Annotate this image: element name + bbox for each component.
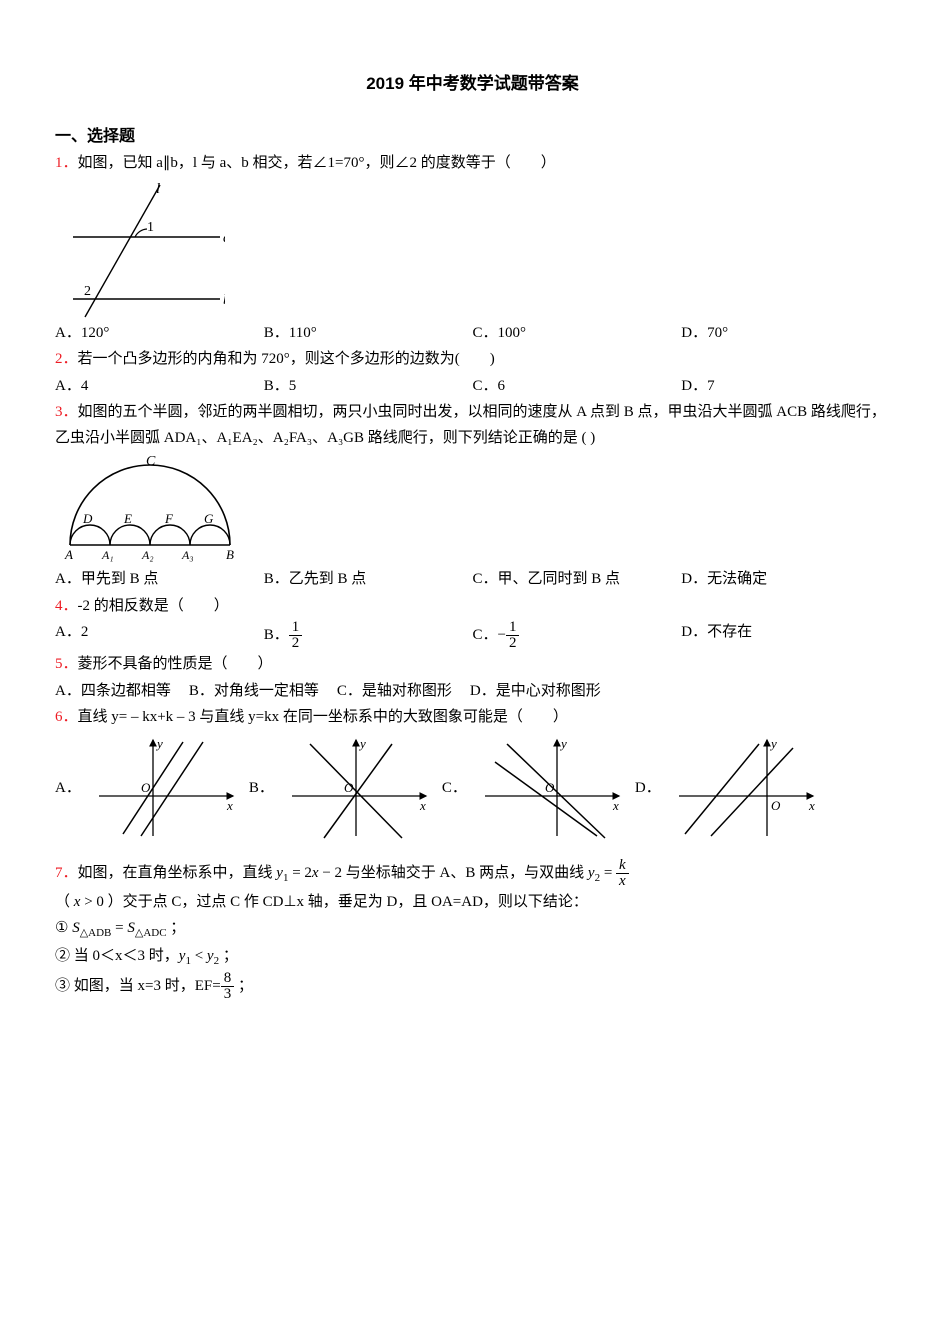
q3-number: 3． [55,404,78,420]
q4-opt-a: A．2 [55,620,264,651]
q6-number: 6． [55,709,78,725]
q6-options: A． y x O B． y x O C． y x O [55,734,890,844]
q3-text: 如图的五个半圆，邻近的两半圆相切，两只小虫同时出发，以相同的速度从 A 点到 B… [55,404,886,446]
svg-text:x: x [808,798,815,813]
q6-opt-a-label: A． [55,776,83,802]
q3-opt-d: D．无法确定 [681,567,890,593]
q5-options: A．四条边都相等 B．对角线一定相等 C．是轴对称图形 D．是中心对称图形 [55,679,890,705]
label-A: A [64,547,73,562]
circled-1: ① [55,920,68,936]
label-l: l [156,181,160,197]
label-D: D [82,511,93,526]
q5-opt-c: C．是轴对称图形 [337,679,452,705]
label-angle-1: 1 [147,220,154,235]
label-G: G [204,511,214,526]
svg-text:x: x [419,798,426,813]
q1-opt-c: C．100° [473,321,682,347]
q1-number: 1． [55,155,78,171]
label-F: F [164,511,174,526]
q1-figure: l a b 1 2 [55,179,890,319]
q1-stem: 1．如图，已知 a∥b，l 与 a、b 相交，若∠1=70°，则∠2 的度数等于… [55,151,890,177]
q4-opt-c: C．−12 [473,620,682,651]
q3-opt-a: A．甲先到 B 点 [55,567,264,593]
q2-opt-a: A．4 [55,374,264,400]
q5-opt-b: B．对角线一定相等 [189,679,319,705]
q1-opt-b: B．110° [264,321,473,347]
svg-text:O: O [771,798,781,813]
svg-text:y: y [769,736,777,751]
q7-number: 7． [55,865,78,881]
q5-opt-d: D．是中心对称图形 [470,679,601,705]
circled-3: ③ [55,978,70,994]
svg-text:y: y [358,736,366,751]
label-a: a [223,230,225,246]
q6-text: 直线 y= – kx+k – 3 与直线 y=kx 在同一坐标系中的大致图象可能… [78,709,568,725]
q3-opt-b: B．乙先到 B 点 [264,567,473,593]
q2-opt-d: D．7 [681,374,890,400]
q6-opt-d-label: D． [635,776,663,802]
label-A1: A₁ [101,548,114,562]
q7-conclusion-2: ② 当 0＜x＜3 时，y1 < y2 ； [55,944,890,971]
q7-text-a: 如图，在直角坐标系中，直线 [78,865,277,881]
q3-stem: 3．如图的五个半圆，邻近的两半圆相切，两只小虫同时出发，以相同的速度从 A 点到… [55,400,890,451]
label-C: C [146,454,156,469]
q3-opt-c: C．甲、乙同时到 B 点 [473,567,682,593]
q5-stem: 5．菱形不具备的性质是（ ） [55,652,890,678]
q4-options: A．2 B．12 C．−12 D．不存在 [55,620,890,651]
q5-number: 5． [55,656,78,672]
q4-opt-d: D．不存在 [681,620,890,651]
q7-stem-line1: 7．如图，在直角坐标系中，直线 y1 = 2x − 2 与坐标轴交于 A、B 两… [55,858,890,889]
label-B: B [226,547,234,562]
q4-text: -2 的相反数是（ ） [78,598,229,614]
q6-graph-b: y x O [284,734,434,844]
svg-text:x: x [612,798,619,813]
q7-conclusion-1: ① S△ADB = S△ADC ； [55,916,890,943]
label-b: b [223,292,225,308]
q2-number: 2． [55,351,78,367]
q4-stem: 4．-2 的相反数是（ ） [55,594,890,620]
q6-graph-d: y x O [671,734,821,844]
section-heading: 一、选择题 [55,123,890,150]
q1-options: A．120° B．110° C．100° D．70° [55,321,890,347]
label-A2: A₂ [141,548,154,562]
q6-opt-b-label: B． [249,776,276,802]
q3-figure: C D E F G A A₁ A₂ A₃ B [55,453,890,565]
q6-graph-a: y x O [91,734,241,844]
q6-graph-c: y x O [477,734,627,844]
page-title: 2019 年中考数学试题带答案 [55,70,890,99]
q5-opt-a: A．四条边都相等 [55,679,171,705]
label-angle-2: 2 [84,284,91,299]
q2-stem: 2．若一个凸多边形的内角和为 720°，则这个多边形的边数为( ) [55,347,890,373]
q1-opt-d: D．70° [681,321,890,347]
circled-2: ② [55,948,70,964]
q5-text: 菱形不具备的性质是（ ） [78,656,273,672]
q7-conclusion-3: ③ 如图，当 x=3 时，EF=83 ； [55,971,890,1002]
q6-stem: 6．直线 y= – kx+k – 3 与直线 y=kx 在同一坐标系中的大致图象… [55,705,890,731]
q2-opt-b: B．5 [264,374,473,400]
q4-opt-b: B．12 [264,620,473,651]
q4-number: 4． [55,598,78,614]
q2-text: 若一个凸多边形的内角和为 720°，则这个多边形的边数为( ) [78,351,495,367]
q3-options: A．甲先到 B 点 B．乙先到 B 点 C．甲、乙同时到 B 点 D．无法确定 [55,567,890,593]
svg-text:y: y [155,736,163,751]
label-A3: A₃ [181,548,194,562]
q1-opt-a: A．120° [55,321,264,347]
svg-text:y: y [559,736,567,751]
label-E: E [123,511,132,526]
q1-text: 如图，已知 a∥b，l 与 a、b 相交，若∠1=70°，则∠2 的度数等于（ … [78,155,556,171]
q7-stem-line2: （ x > 0 ）交于点 C，过点 C 作 CD⊥x 轴，垂足为 D，且 OA=… [55,890,890,916]
q2-options: A．4 B．5 C．6 D．7 [55,374,890,400]
q2-opt-c: C．6 [473,374,682,400]
svg-text:x: x [226,798,233,813]
q6-opt-c-label: C． [442,776,469,802]
